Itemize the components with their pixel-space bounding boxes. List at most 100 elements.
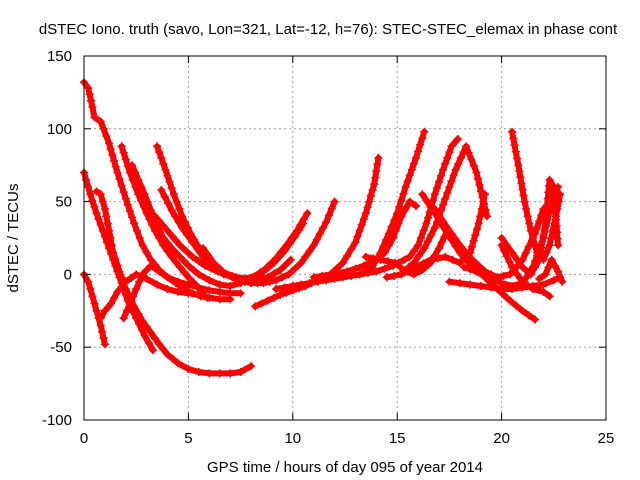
data-point-marker	[299, 215, 308, 224]
data-point-marker	[539, 287, 548, 296]
data-point-marker	[103, 219, 112, 228]
data-point-marker	[472, 267, 481, 276]
data-point-marker	[409, 258, 418, 267]
data-point-marker	[138, 317, 147, 325]
data-point-marker	[163, 350, 172, 359]
x-tick-label: 10	[284, 430, 301, 447]
data-point-marker	[519, 191, 528, 200]
data-point-marker	[397, 196, 406, 205]
series-7	[128, 161, 245, 290]
data-point-marker	[540, 225, 549, 234]
data-point-marker	[424, 213, 433, 222]
data-point-marker	[272, 254, 281, 263]
data-point-marker	[464, 251, 473, 259]
data-point-marker	[90, 113, 99, 122]
data-point-marker	[171, 258, 180, 266]
data-point-marker	[151, 212, 159, 221]
data-point-marker	[215, 369, 224, 378]
data-point-marker	[121, 194, 130, 203]
data-point-marker	[276, 266, 285, 274]
data-point-marker	[215, 295, 224, 304]
data-point-marker	[384, 241, 393, 250]
data-point-marker	[539, 280, 548, 289]
data-point-marker	[528, 234, 537, 242]
data-point-marker	[419, 259, 428, 268]
data-point-marker	[512, 301, 521, 310]
data-point-marker	[178, 223, 187, 232]
data-point-marker	[96, 314, 105, 323]
data-point-marker	[485, 273, 494, 282]
data-point-marker	[123, 200, 132, 209]
data-point-marker	[148, 346, 157, 355]
data-point-marker	[353, 232, 362, 241]
data-point-marker	[234, 276, 243, 285]
data-point-marker	[131, 168, 140, 177]
data-point-marker	[146, 328, 155, 337]
data-point-marker	[427, 230, 436, 239]
data-point-marker	[338, 258, 347, 267]
data-point-marker	[99, 124, 108, 133]
data-point-marker	[92, 209, 101, 218]
data-point-marker	[483, 212, 491, 221]
data-point-marker	[468, 242, 476, 251]
data-point-marker	[429, 196, 438, 205]
data-point-marker	[414, 147, 423, 156]
data-point-marker	[327, 204, 336, 213]
data-point-marker	[281, 260, 290, 269]
data-point-marker	[469, 161, 478, 170]
data-point-marker	[167, 206, 176, 215]
data-point-marker	[418, 190, 427, 199]
data-point-marker	[163, 226, 172, 235]
data-point-marker	[384, 229, 393, 238]
data-point-marker	[467, 155, 476, 164]
data-point-marker	[454, 159, 463, 168]
data-point-marker	[228, 273, 237, 282]
series-4	[92, 187, 255, 378]
data-point-marker	[134, 309, 143, 318]
chart-title: dSTEC Iono. truth (savo, Lon=321, Lat=-1…	[39, 21, 618, 38]
data-point-marker	[355, 226, 364, 235]
data-point-marker	[432, 184, 441, 193]
data-point-marker	[430, 190, 439, 199]
data-point-marker	[129, 292, 138, 301]
data-point-marker	[171, 236, 180, 245]
y-tick-label: 0	[64, 266, 72, 283]
data-point-marker	[109, 248, 118, 257]
data-point-marker	[127, 274, 135, 282]
data-point-marker	[159, 159, 168, 168]
data-point-marker	[554, 267, 562, 276]
data-point-marker	[441, 159, 450, 168]
data-point-marker	[163, 273, 172, 282]
data-point-marker	[102, 132, 111, 141]
data-point-marker	[537, 243, 546, 252]
data-point-marker	[469, 236, 478, 245]
data-point-marker	[88, 103, 97, 111]
data-point-marker	[448, 255, 457, 264]
data-point-marker	[115, 175, 124, 183]
data-point-marker	[115, 267, 124, 276]
data-point-marker	[236, 368, 245, 376]
data-point-marker	[157, 153, 166, 162]
data-point-marker	[372, 167, 381, 175]
data-point-marker	[366, 191, 375, 200]
data-point-marker	[518, 306, 527, 315]
data-point-marker	[196, 292, 205, 301]
data-point-marker	[474, 174, 482, 183]
data-point-marker	[163, 171, 172, 180]
data-point-marker	[435, 177, 443, 186]
data-point-marker	[184, 365, 193, 373]
data-point-marker	[523, 212, 532, 221]
data-point-marker	[401, 183, 410, 191]
data-point-marker	[508, 127, 516, 136]
data-point-marker	[399, 267, 408, 276]
data-point-marker	[443, 223, 452, 232]
data-point-marker	[155, 340, 164, 349]
data-point-marker	[451, 235, 460, 244]
data-point-marker	[526, 270, 535, 279]
data-point-marker	[290, 264, 299, 273]
data-point-marker	[276, 290, 285, 299]
data-point-marker	[412, 202, 420, 210]
data-point-marker	[168, 354, 177, 363]
data-point-marker	[272, 285, 281, 293]
data-point-marker	[466, 265, 475, 274]
